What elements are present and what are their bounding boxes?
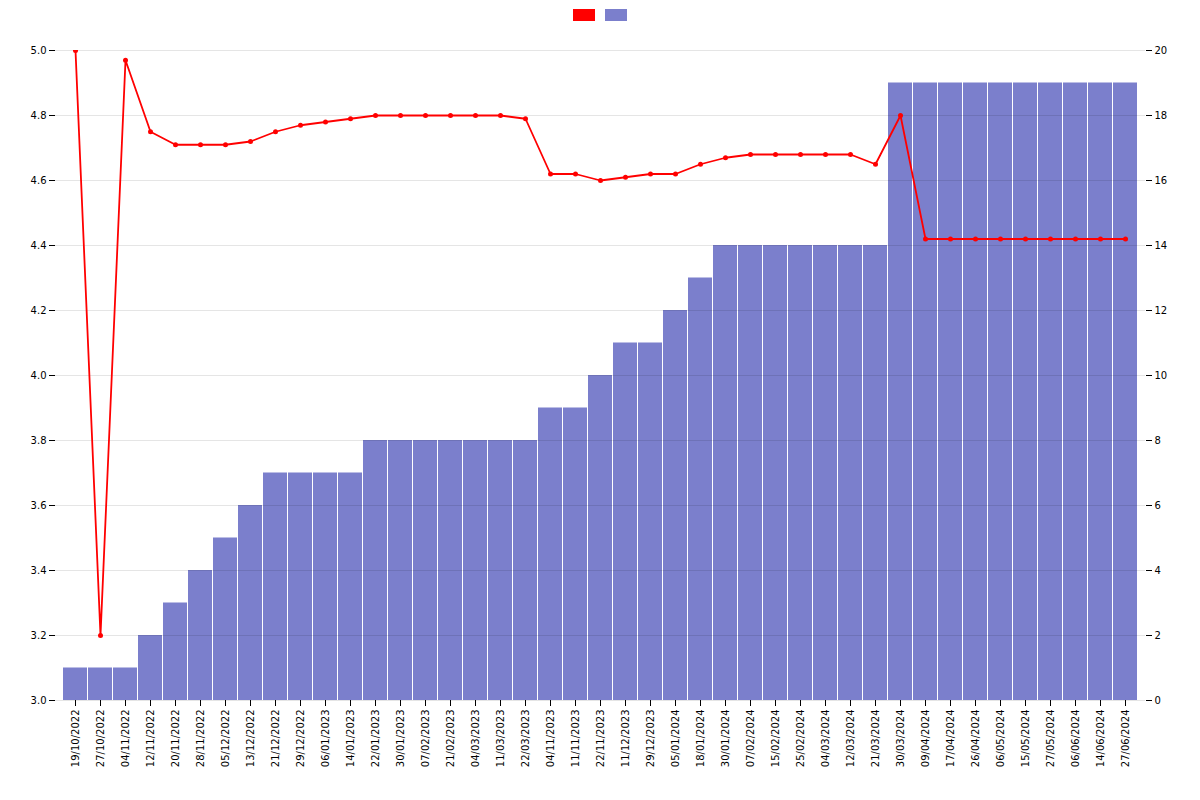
svg-text:30/03/2024: 30/03/2024 <box>895 710 906 768</box>
svg-text:5.0: 5.0 <box>31 45 47 56</box>
svg-text:11/03/2023: 11/03/2023 <box>495 710 506 768</box>
svg-text:13/12/2022: 13/12/2022 <box>245 710 256 768</box>
svg-text:3.6: 3.6 <box>31 500 47 511</box>
svg-text:04/11/2022: 04/11/2022 <box>120 710 131 768</box>
svg-text:06/06/2024: 06/06/2024 <box>1070 710 1081 768</box>
svg-text:22/03/2023: 22/03/2023 <box>520 710 531 768</box>
svg-text:27/05/2024: 27/05/2024 <box>1045 710 1056 768</box>
svg-text:09/04/2024: 09/04/2024 <box>920 710 931 768</box>
svg-text:2: 2 <box>1155 630 1161 641</box>
svg-text:05/12/2022: 05/12/2022 <box>220 710 231 768</box>
svg-text:05/01/2024: 05/01/2024 <box>670 710 681 768</box>
svg-text:04/03/2024: 04/03/2024 <box>820 710 831 768</box>
svg-text:16: 16 <box>1155 175 1168 186</box>
svg-text:3.2: 3.2 <box>31 630 47 641</box>
svg-text:14: 14 <box>1155 240 1168 251</box>
svg-text:4.4: 4.4 <box>31 240 47 251</box>
svg-text:30/01/2023: 30/01/2023 <box>395 710 406 768</box>
svg-text:12: 12 <box>1155 305 1168 316</box>
svg-text:19/10/2022: 19/10/2022 <box>70 710 81 768</box>
svg-text:06/01/2023: 06/01/2023 <box>320 710 331 768</box>
svg-text:0: 0 <box>1155 695 1161 706</box>
svg-text:25/02/2024: 25/02/2024 <box>795 710 806 768</box>
svg-text:12/11/2022: 12/11/2022 <box>145 710 156 768</box>
svg-text:22/11/2023: 22/11/2023 <box>595 710 606 768</box>
svg-text:07/02/2024: 07/02/2024 <box>745 710 756 768</box>
svg-text:14/06/2024: 14/06/2024 <box>1095 710 1106 768</box>
svg-text:14/01/2023: 14/01/2023 <box>345 710 356 768</box>
svg-text:15/05/2024: 15/05/2024 <box>1020 710 1031 768</box>
svg-text:04/03/2023: 04/03/2023 <box>470 710 481 768</box>
svg-text:26/04/2024: 26/04/2024 <box>970 710 981 768</box>
svg-text:3.0: 3.0 <box>31 695 47 706</box>
svg-text:10: 10 <box>1155 370 1168 381</box>
svg-text:20/11/2022: 20/11/2022 <box>170 710 181 768</box>
svg-text:11/12/2023: 11/12/2023 <box>620 710 631 768</box>
svg-text:04/11/2023: 04/11/2023 <box>545 710 556 768</box>
svg-text:22/01/2023: 22/01/2023 <box>370 710 381 768</box>
svg-text:18/01/2024: 18/01/2024 <box>695 710 706 768</box>
svg-text:4.0: 4.0 <box>31 370 47 381</box>
svg-text:29/12/2023: 29/12/2023 <box>645 710 656 768</box>
svg-text:12/03/2024: 12/03/2024 <box>845 710 856 768</box>
svg-text:29/12/2022: 29/12/2022 <box>295 710 306 768</box>
svg-text:21/02/2023: 21/02/2023 <box>445 710 456 768</box>
svg-text:17/04/2024: 17/04/2024 <box>945 710 956 768</box>
svg-text:3.4: 3.4 <box>31 565 47 576</box>
svg-text:28/11/2022: 28/11/2022 <box>195 710 206 768</box>
svg-text:27/06/2024: 27/06/2024 <box>1120 710 1131 768</box>
svg-text:8: 8 <box>1155 435 1161 446</box>
svg-text:21/12/2022: 21/12/2022 <box>270 710 281 768</box>
svg-text:4.6: 4.6 <box>31 175 47 186</box>
svg-text:18: 18 <box>1155 110 1168 121</box>
svg-text:4.2: 4.2 <box>31 305 47 316</box>
svg-text:6: 6 <box>1155 500 1161 511</box>
svg-text:3.8: 3.8 <box>31 435 47 446</box>
svg-text:27/10/2022: 27/10/2022 <box>95 710 106 768</box>
svg-text:4: 4 <box>1155 565 1161 576</box>
svg-text:15/02/2024: 15/02/2024 <box>770 710 781 768</box>
svg-text:20: 20 <box>1155 45 1168 56</box>
svg-text:06/05/2024: 06/05/2024 <box>995 710 1006 768</box>
svg-text:07/02/2023: 07/02/2023 <box>420 710 431 768</box>
svg-text:30/01/2024: 30/01/2024 <box>720 710 731 768</box>
svg-text:21/03/2024: 21/03/2024 <box>870 710 881 768</box>
svg-text:11/11/2023: 11/11/2023 <box>570 710 581 768</box>
svg-text:4.8: 4.8 <box>31 110 47 121</box>
